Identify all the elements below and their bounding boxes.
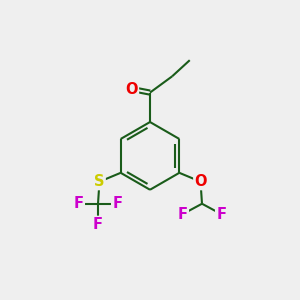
Text: F: F — [74, 196, 84, 211]
Text: O: O — [194, 174, 207, 189]
Text: F: F — [178, 206, 188, 221]
Text: F: F — [112, 196, 122, 211]
Text: F: F — [216, 206, 226, 221]
Text: O: O — [125, 82, 138, 97]
Text: F: F — [93, 217, 103, 232]
Text: S: S — [94, 174, 105, 189]
